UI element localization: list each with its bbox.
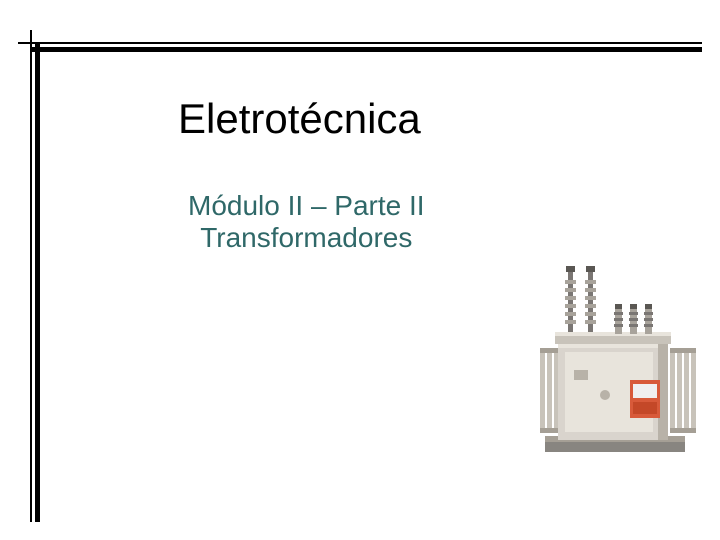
transformer-illustration [530,260,700,460]
decorative-vertical-line-thin [30,30,32,522]
slide-subtitle: Módulo II – Parte II Transformadores [188,190,425,254]
slide: Eletrotécnica Módulo II – Parte II Trans… [0,0,720,540]
subtitle-line-1: Módulo II – Parte II [188,190,425,222]
decorative-vertical-line-thick [35,42,40,522]
decorative-horizontal-line-thin [18,42,702,44]
decorative-horizontal-line-thick [30,47,702,52]
slide-title: Eletrotécnica [178,95,421,143]
subtitle-line-2: Transformadores [188,222,425,254]
